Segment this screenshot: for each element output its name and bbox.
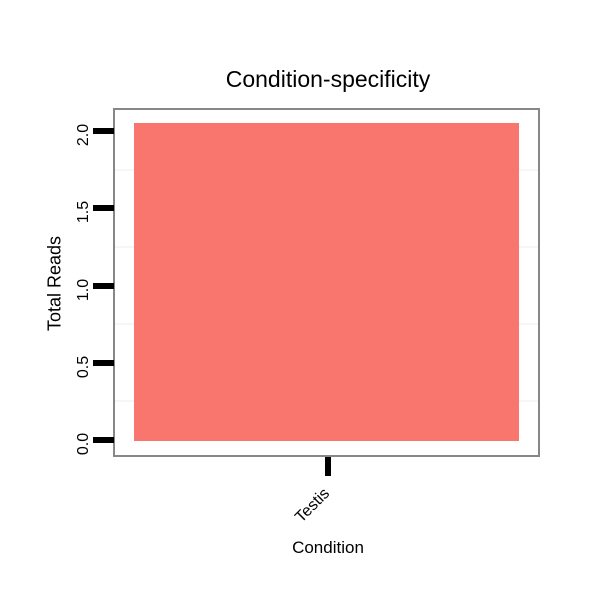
y-tick-label: 0.5 bbox=[75, 355, 92, 378]
plot-panel bbox=[113, 108, 540, 457]
y-axis-tick bbox=[93, 205, 114, 212]
y-tick-label: 2.0 bbox=[75, 123, 92, 147]
y-axis-title: Total Reads bbox=[44, 235, 65, 332]
y-axis-tick bbox=[93, 282, 114, 289]
y-axis-tick bbox=[93, 359, 114, 366]
y-tick-label: 1.0 bbox=[75, 278, 92, 301]
y-axis-tick bbox=[93, 437, 114, 443]
x-axis-title: Condition bbox=[292, 538, 364, 557]
x-axis-tick bbox=[325, 457, 331, 476]
chart-title: Condition-specificity bbox=[225, 66, 431, 92]
y-tick-label: 1.5 bbox=[75, 201, 92, 224]
x-tick-label-testis: Testis bbox=[292, 485, 334, 527]
y-tick-label: 0.0 bbox=[75, 432, 92, 456]
y-axis-tick bbox=[93, 128, 114, 134]
